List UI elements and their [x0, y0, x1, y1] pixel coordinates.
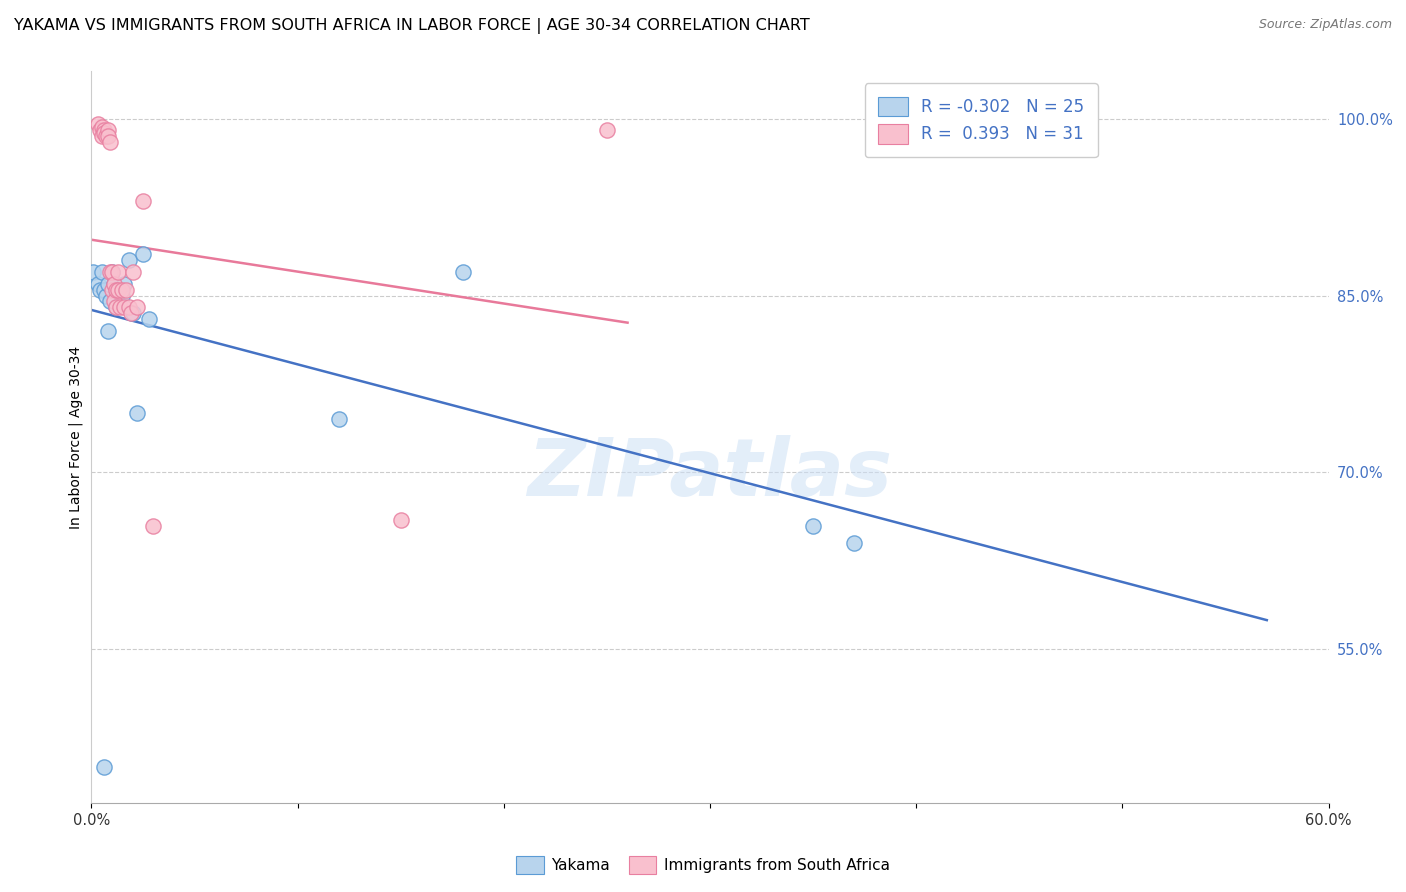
Y-axis label: In Labor Force | Age 30-34: In Labor Force | Age 30-34 [69, 345, 83, 529]
Point [107, 283, 129, 297]
Point [117, 253, 139, 268]
Point [82, 265, 104, 279]
Point [86, 277, 108, 291]
Point [110, 301, 132, 315]
Point [125, 407, 148, 421]
Point [98, 294, 121, 309]
Point [112, 277, 135, 291]
Point [98, 265, 121, 279]
Point [111, 288, 134, 302]
Point [101, 265, 124, 279]
Point [105, 283, 128, 297]
Point [121, 306, 143, 320]
Point [103, 294, 125, 309]
Point [97, 129, 120, 144]
Point [90, 129, 112, 144]
Point [115, 283, 138, 297]
Point [105, 301, 128, 315]
Point [142, 518, 165, 533]
Point [93, 126, 115, 140]
Point [121, 265, 143, 279]
Point [451, 265, 474, 279]
Point [107, 283, 129, 297]
Point [596, 123, 619, 137]
Legend: R = -0.302   N = 25, R =  0.393   N = 31: R = -0.302 N = 25, R = 0.393 N = 31 [865, 83, 1098, 157]
Point [89, 283, 111, 297]
Point [97, 277, 120, 291]
Point [93, 283, 115, 297]
Point [117, 301, 139, 315]
Legend: Yakama, Immigrants from South Africa: Yakama, Immigrants from South Africa [510, 850, 896, 880]
Point [103, 277, 125, 291]
Point [94, 288, 117, 302]
Point [93, 760, 115, 774]
Point [844, 536, 866, 550]
Text: ZIPatlas: ZIPatlas [527, 434, 893, 513]
Point [389, 513, 412, 527]
Point [97, 123, 120, 137]
Point [105, 301, 128, 315]
Point [103, 277, 125, 291]
Point [328, 412, 350, 426]
Point [132, 194, 155, 208]
Point [89, 123, 111, 137]
Point [93, 123, 115, 137]
Point [112, 301, 135, 315]
Point [101, 265, 124, 279]
Point [138, 312, 160, 326]
Point [120, 306, 142, 320]
Point [97, 324, 120, 338]
Point [132, 247, 155, 261]
Point [101, 283, 124, 297]
Text: Source: ZipAtlas.com: Source: ZipAtlas.com [1258, 18, 1392, 31]
Point [125, 301, 148, 315]
Point [111, 283, 134, 297]
Point [107, 265, 129, 279]
Point [90, 265, 112, 279]
Point [801, 518, 824, 533]
Point [98, 135, 121, 149]
Point [90, 120, 112, 134]
Text: YAKAMA VS IMMIGRANTS FROM SOUTH AFRICA IN LABOR FORCE | AGE 30-34 CORRELATION CH: YAKAMA VS IMMIGRANTS FROM SOUTH AFRICA I… [14, 18, 810, 34]
Point [86, 118, 108, 132]
Point [94, 129, 117, 144]
